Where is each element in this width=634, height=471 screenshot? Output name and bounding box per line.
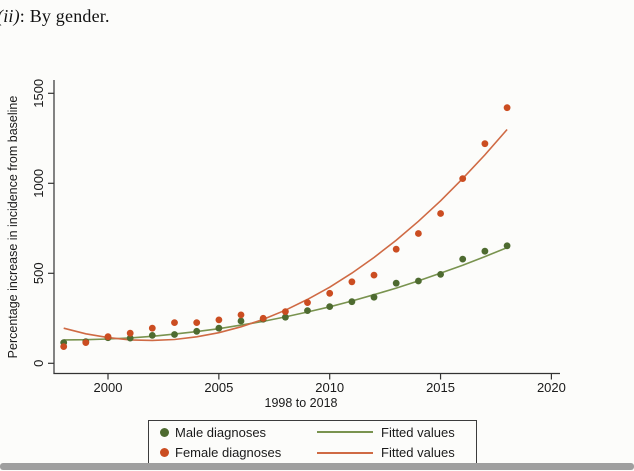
legend-row-female: Female diagnoses Fitted values [149,443,476,463]
x-tick-label: 2015 [426,380,455,395]
female-point [126,329,134,337]
y-axis-title: Percentage increase in incidence from ba… [6,96,20,359]
legend: Male diagnoses Fitted values Female diag… [148,420,477,465]
female-point [104,333,112,341]
male-point [304,307,311,314]
male-point [171,331,178,338]
y-tick-label: 1500 [31,79,46,108]
female-point [481,140,489,148]
male-point [237,317,245,325]
female-point [348,278,356,286]
male-marker-icon [159,427,169,437]
male-point [437,271,444,278]
male-point [215,324,223,332]
male-point [282,313,289,321]
female-point [148,324,156,332]
male-point [481,247,489,255]
male-point [503,242,511,250]
legend-label-female: Female diagnoses [175,445,282,461]
male-point [348,298,356,306]
male-point [370,293,378,301]
heading-numeral: (ii) [0,6,20,26]
x-tick-label: 2010 [315,380,344,395]
section-heading: (ii): By gender. [0,6,110,27]
male-point [392,279,400,287]
x-tick-label: 2000 [94,380,123,395]
y-tick-label: 0 [31,360,46,367]
female-point [282,308,289,315]
female-marker-icon [159,448,169,458]
legend-label-male: Male diagnoses [175,424,267,440]
female-point [304,299,311,306]
window-bottom-edge [0,463,634,470]
female-point [82,339,90,346]
male-point [126,334,134,342]
y-tick-label: 1000 [31,169,46,198]
x-axis-title: 1998 to 2018 [265,396,338,410]
female-point [415,230,422,237]
legend-label-male-fit: Fitted values [381,424,455,440]
x-tick-label: 2020 [537,380,566,395]
female-fitted-line-icon [317,451,373,454]
legend-row-male: Male diagnoses Fitted values [149,422,476,442]
female-point [171,319,178,326]
male-point [193,327,201,335]
female-point [237,311,245,319]
female-point [326,289,334,297]
male-fitted-line-icon [317,431,373,434]
female-point [193,319,201,326]
female-point [503,104,511,112]
male-point [148,332,156,339]
female-point [437,210,444,217]
male-point [459,255,467,263]
female-point [459,175,467,183]
heading-text: : By gender. [19,6,110,26]
female-point [259,314,267,322]
fitted-line-male [63,246,508,341]
male-point [415,277,422,285]
female-point [60,343,68,350]
legend-label-female-fit: Fitted values [381,445,455,461]
female-point [215,316,223,324]
male-point [326,303,334,310]
y-tick-label: 500 [31,262,46,284]
female-point [370,271,378,279]
female-point [392,245,400,253]
x-tick-label: 2005 [204,380,233,395]
